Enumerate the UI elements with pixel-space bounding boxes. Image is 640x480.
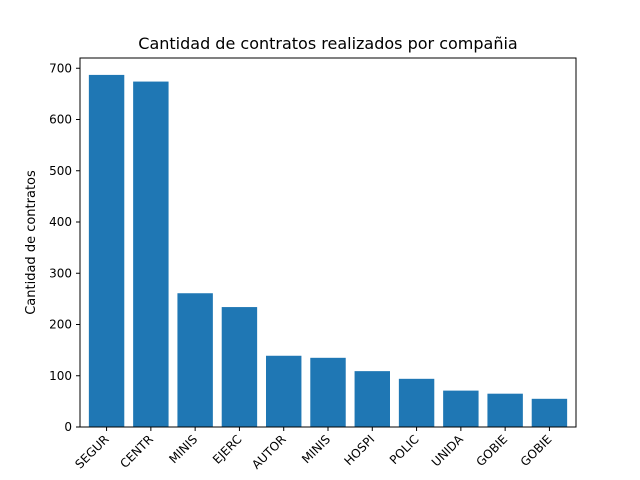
y-tick-label: 600 (49, 113, 72, 127)
y-tick-label: 200 (49, 318, 72, 332)
y-tick-label: 700 (49, 61, 72, 75)
bar-7 (354, 371, 390, 427)
x-tick-label: POLIC (387, 432, 422, 467)
y-tick-label: 0 (64, 420, 72, 434)
x-tick-label: CENTR (117, 432, 156, 471)
bar-5 (266, 355, 302, 427)
bar-11 (531, 398, 568, 427)
bar-2 (133, 81, 169, 427)
x-axis: SEGUR CENTR MINIS EJERC AUTOR MINIS HOSPI POLIC… (72, 427, 555, 472)
x-tick-label: MINIS (299, 432, 333, 466)
bar-3 (177, 293, 213, 427)
y-axis: 0 100 200 300 400 500 600 700 (49, 61, 80, 434)
bar-4 (221, 307, 258, 427)
x-tick-label: MINIS (166, 432, 200, 466)
x-tick-label: AUTOR (249, 432, 289, 472)
y-axis-label: Cantidad de contratos (24, 170, 39, 315)
x-tick-label: SEGUR (72, 432, 111, 471)
y-tick-label: 300 (49, 266, 72, 280)
chart-title: Cantidad de contratos realizados por com… (138, 34, 517, 53)
y-tick-label: 100 (49, 369, 72, 383)
plot-frame (79, 57, 577, 428)
bar-6 (310, 357, 346, 427)
x-tick-label: HOSPI (341, 432, 377, 468)
x-tick-label: EJERC (210, 432, 245, 467)
bars-group (88, 74, 568, 427)
bar-1 (88, 74, 125, 427)
bar-9 (443, 390, 479, 427)
x-tick-label: GOBIE (473, 432, 510, 469)
bar-8 (398, 378, 435, 427)
y-tick-label: 500 (49, 164, 72, 178)
x-tick-label: UNIDA (429, 432, 467, 470)
bar-10 (487, 393, 523, 427)
y-tick-label: 400 (49, 215, 72, 229)
x-tick-label: GOBIE (518, 432, 555, 469)
